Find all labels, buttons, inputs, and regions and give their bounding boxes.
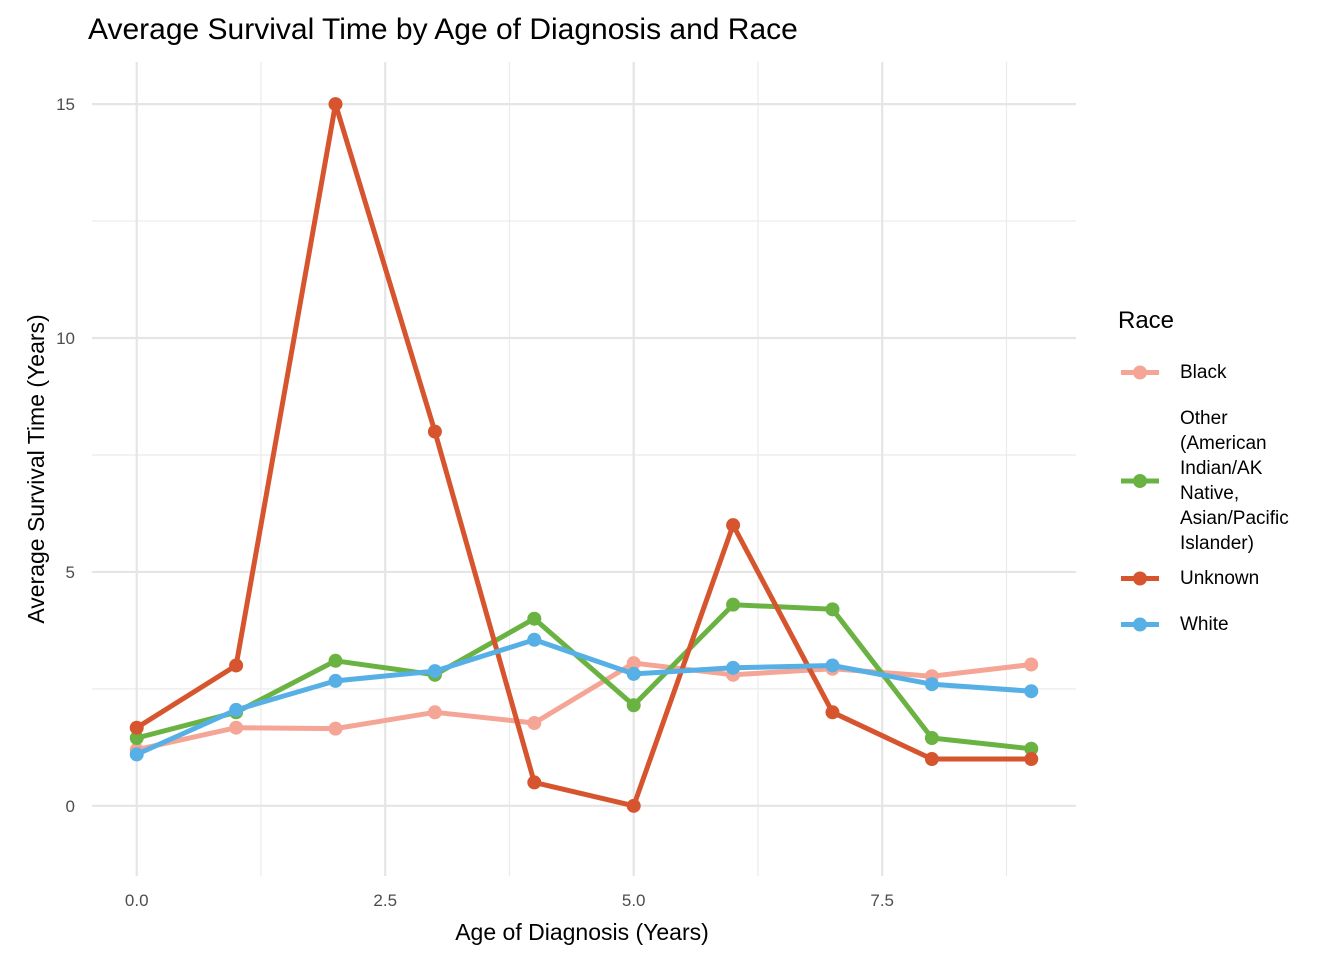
legend-item: Black [1121, 362, 1227, 383]
legend-label-line: Unknown [1180, 568, 1259, 589]
data-point [229, 658, 244, 673]
x-tick-label: 7.5 [870, 891, 894, 910]
data-point [924, 677, 939, 692]
data-point [427, 664, 442, 679]
data-point [626, 666, 641, 681]
series-3 [129, 97, 1039, 813]
legend-label-line: Asian/Pacific [1180, 508, 1289, 529]
data-point [726, 518, 741, 533]
data-point [527, 716, 542, 731]
legend-items: Black Other (American Indian/AK Native, Asian… [1121, 362, 1289, 635]
data-point [1024, 741, 1039, 756]
legend-key-point [1133, 571, 1147, 586]
data-point [229, 720, 244, 735]
data-point [427, 705, 442, 720]
legend-item: White [1121, 614, 1229, 635]
x-tick-label: 2.5 [373, 891, 397, 910]
data-point [1024, 684, 1039, 699]
legend-label-line: Islander) [1180, 533, 1254, 554]
legend-item: Unknown [1121, 568, 1259, 589]
legend-label-line: White [1180, 614, 1229, 635]
plot-grid [92, 62, 1076, 876]
data-point [328, 97, 343, 112]
x-tick-label: 0.0 [125, 891, 149, 910]
legend: Race Black Other (American Indian/AK Native,… [1118, 307, 1289, 635]
y-tick-label: 10 [56, 329, 75, 348]
y-tick-label: 0 [66, 797, 75, 816]
data-point [924, 752, 939, 767]
axis-ticks: 0.0 2.5 5.0 7.5 0 5 10 15 [56, 95, 894, 910]
data-point [1024, 752, 1039, 767]
data-point [924, 730, 939, 745]
data-point [825, 705, 840, 720]
data-point [527, 632, 542, 647]
data-point [129, 720, 144, 735]
data-point [527, 775, 542, 790]
data-point [229, 702, 244, 717]
data-point [527, 611, 542, 626]
data-point [129, 747, 144, 762]
legend-label-line: Other [1180, 408, 1228, 429]
data-point [129, 730, 144, 745]
legend-item: Other (American Indian/AK Native, Asian/Paci… [1121, 408, 1289, 554]
data-point [825, 658, 840, 673]
legend-label-line: (American [1180, 433, 1267, 454]
data-point [626, 798, 641, 813]
data-point [825, 602, 840, 617]
series-1 [129, 656, 1039, 757]
data-point [328, 721, 343, 736]
y-tick-label: 15 [56, 95, 75, 114]
legend-label-line: Indian/AK [1180, 458, 1263, 479]
legend-key-point [1133, 365, 1147, 380]
x-tick-label: 5.0 [622, 891, 646, 910]
legend-label-line: Native, [1180, 483, 1239, 504]
y-tick-label: 5 [66, 563, 75, 582]
data-point [626, 698, 641, 713]
x-axis-title: Age of Diagnosis (Years) [455, 919, 709, 945]
legend-label-line: Black [1180, 362, 1227, 383]
data-point [726, 597, 741, 612]
legend-label: Other (American Indian/AK Native, Asian/Paci… [1180, 408, 1289, 554]
legend-title: Race [1118, 307, 1174, 334]
data-point [328, 673, 343, 688]
data-point [726, 660, 741, 675]
chart-title: Average Survival Time by Age of Diagnosi… [88, 13, 798, 46]
legend-label: Unknown [1180, 568, 1259, 589]
legend-label: Black [1180, 362, 1227, 383]
legend-key-point [1133, 617, 1147, 632]
data-point [427, 424, 442, 439]
series-layer [129, 97, 1039, 813]
series-line [135, 101, 1032, 809]
data-point [626, 656, 641, 671]
series-line [135, 637, 1032, 757]
data-point [1024, 657, 1039, 672]
data-point [328, 653, 343, 668]
series-4 [129, 632, 1039, 762]
legend-key-point [1133, 474, 1147, 488]
y-axis-title: Average Survival Time (Years) [23, 314, 49, 623]
legend-label: White [1180, 614, 1229, 635]
